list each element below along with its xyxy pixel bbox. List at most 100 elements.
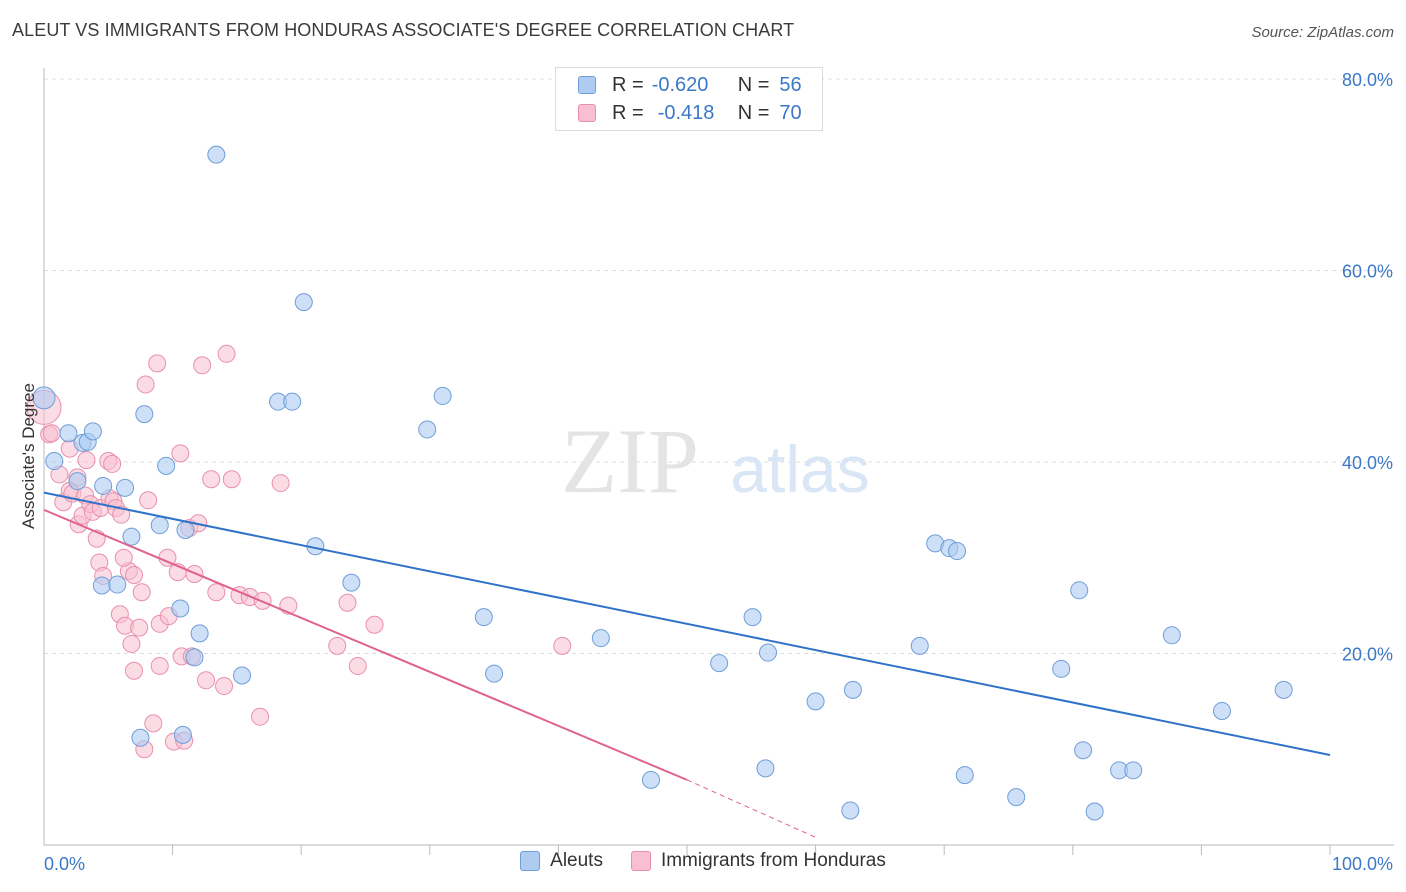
n-value: 70	[779, 101, 802, 124]
gridlines	[44, 78, 1394, 654]
point-aleuts	[910, 636, 929, 655]
point-honduras	[271, 474, 290, 493]
point-aleuts	[176, 520, 195, 539]
point-honduras	[132, 583, 151, 602]
r-value: -0.620	[651, 73, 709, 96]
point-aleuts	[92, 576, 111, 595]
point-aleuts	[94, 476, 113, 495]
point-honduras	[103, 454, 122, 473]
point-aleuts	[135, 405, 154, 424]
point-honduras	[42, 424, 61, 443]
point-aleuts	[122, 527, 141, 546]
point-honduras	[148, 354, 167, 373]
point-honduras	[77, 451, 96, 470]
point-honduras	[338, 593, 357, 612]
correlation-legend: R = -0.620 N = 56 R = -0.418 N = 70	[555, 67, 823, 131]
watermark-atlas: atlas	[730, 432, 869, 506]
point-aleuts	[207, 145, 226, 164]
point-aleuts	[342, 573, 361, 592]
point-aleuts	[1162, 626, 1181, 645]
point-aleuts	[45, 452, 64, 471]
point-honduras	[125, 565, 144, 584]
series-legend: Aleuts Immigrants from Honduras	[0, 850, 1406, 872]
n-label: N =	[737, 73, 770, 96]
n-value: 56	[779, 73, 802, 96]
point-aleuts	[710, 654, 729, 673]
point-aleuts	[1070, 581, 1089, 600]
legend-swatch-aleuts	[520, 851, 541, 871]
point-honduras	[122, 634, 141, 653]
point-aleuts	[841, 801, 860, 820]
legend-item-honduras[interactable]: Immigrants from Honduras	[630, 850, 886, 872]
point-aleuts	[743, 608, 762, 627]
y-axis-title: Associate's Degree	[19, 383, 38, 529]
point-honduras	[112, 505, 131, 524]
y-tick-label: 60.0%	[1342, 262, 1393, 282]
point-honduras	[150, 656, 169, 675]
trend-line-honduras	[43, 508, 688, 781]
point-honduras	[251, 707, 270, 726]
point-honduras	[114, 548, 133, 567]
point-aleuts	[1085, 802, 1104, 821]
point-aleuts	[185, 648, 204, 667]
legend-item-aleuts[interactable]: Aleuts	[520, 850, 603, 872]
point-honduras	[217, 344, 236, 363]
n-label: N =	[737, 101, 770, 124]
point-aleuts	[108, 575, 127, 594]
point-honduras	[348, 656, 367, 675]
point-aleuts	[294, 293, 313, 312]
point-aleuts	[806, 692, 825, 711]
point-honduras	[197, 671, 216, 690]
point-honduras	[328, 636, 347, 655]
point-aleuts	[955, 766, 974, 785]
point-aleuts	[173, 725, 192, 744]
x-tick-label: 0.0%	[44, 854, 85, 874]
series-honduras	[26, 344, 572, 759]
point-aleuts	[433, 386, 452, 405]
legend-row-honduras: R = -0.418 N = 70	[578, 100, 802, 126]
y-tick-label: 20.0%	[1342, 645, 1393, 665]
point-aleuts	[1074, 741, 1093, 760]
point-honduras	[215, 677, 234, 696]
legend-label-aleuts: Aleuts	[550, 850, 603, 871]
point-aleuts	[131, 728, 150, 747]
x-tick-label: 100.0%	[1332, 854, 1393, 874]
point-aleuts	[283, 392, 302, 411]
chart-title: ALEUT VS IMMIGRANTS FROM HONDURAS ASSOCI…	[12, 20, 795, 40]
point-aleuts	[756, 759, 775, 778]
point-aleuts	[116, 478, 135, 497]
watermark-zip: ZIP	[561, 410, 699, 512]
watermark: ZIP atlas	[561, 410, 870, 512]
point-honduras	[130, 618, 149, 637]
point-aleuts	[1212, 701, 1231, 720]
point-aleuts	[171, 599, 190, 618]
point-honduras	[365, 615, 384, 634]
point-aleuts	[1007, 788, 1026, 807]
legend-row-aleuts: R = -0.620 N = 56	[578, 72, 802, 98]
point-aleuts	[233, 666, 252, 685]
point-aleuts	[641, 770, 660, 789]
point-honduras	[222, 470, 241, 489]
trend-lines	[43, 491, 1331, 838]
point-honduras	[553, 636, 572, 655]
point-aleuts	[474, 608, 493, 627]
source-label: Source: ZipAtlas.com	[1251, 24, 1394, 41]
point-aleuts	[1124, 761, 1143, 780]
point-aleuts	[150, 516, 169, 535]
point-aleuts	[1274, 680, 1293, 699]
trend-line-aleuts	[43, 491, 1331, 756]
point-aleuts	[157, 456, 176, 475]
point-honduras	[202, 470, 221, 489]
legend-swatch-pink	[578, 104, 596, 122]
series-aleuts	[32, 145, 1293, 821]
axes	[43, 68, 1394, 855]
point-aleuts	[948, 542, 967, 561]
point-aleuts	[83, 422, 102, 441]
point-aleuts	[759, 643, 778, 662]
point-aleuts	[190, 624, 209, 643]
point-aleuts	[59, 424, 78, 443]
point-aleuts	[418, 420, 437, 439]
point-aleuts	[68, 472, 87, 491]
r-value: -0.418	[657, 101, 715, 124]
